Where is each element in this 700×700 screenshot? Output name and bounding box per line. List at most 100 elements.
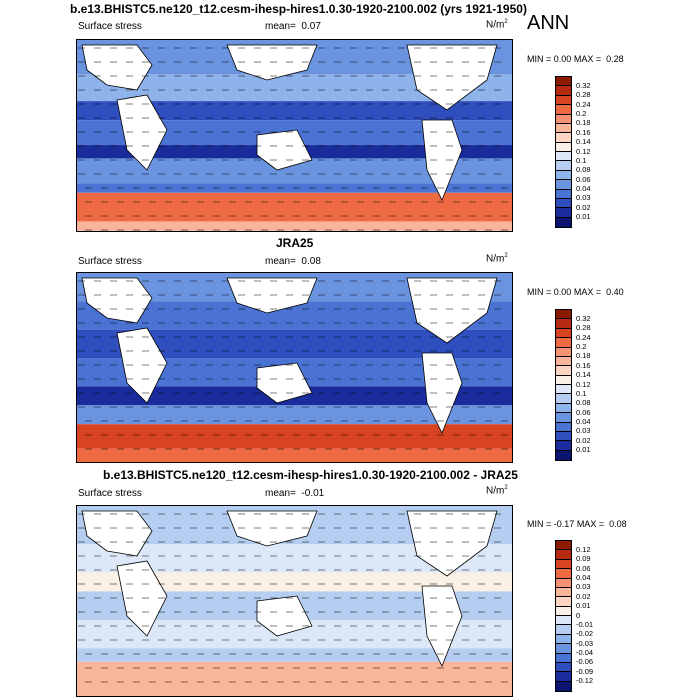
colorbar-cell [556,597,571,607]
colorbar-tick-label: 0 [576,610,581,620]
colorbar-cell [556,142,571,152]
land-outline [116,327,168,404]
colorbar-tick-label: 0.2 [576,342,587,351]
stress-band [77,101,512,121]
colorbar-cell [556,578,571,588]
colorbar-cell [556,86,571,96]
colorbar-cell [556,77,571,87]
colorbar-tick-label: -0.12 [576,676,594,686]
colorbar-cell [556,95,571,106]
colorbar-cell [556,375,571,385]
colorbar-cell [556,170,571,181]
panel-2-map-field [77,273,512,462]
land-outline [406,44,498,111]
panel-2-colorbar [555,309,572,461]
colorbar-cell [556,208,571,218]
colorbar-tick-label: -0.04 [576,648,594,657]
colorbar-tick-label: -0.06 [576,657,594,667]
colorbar-tick-label: 0.1 [576,388,587,398]
colorbar-tick-label: 0.1 [576,155,587,165]
stress-band [77,192,512,222]
colorbar-tick-label: 0.02 [576,435,591,445]
land-outline [81,510,153,557]
colorbar-cell [556,133,571,143]
colorbar-tick-label: 0.2 [576,109,587,118]
colorbar-tick-label: 0.28 [576,90,591,100]
colorbar-cell [556,672,571,682]
panel-1-title: b.e13.BHISTC5.ne120_t12.cesm-ihesp-hires… [70,2,527,16]
colorbar-tick-label: 0.04 [576,184,591,193]
colorbar-cell [556,385,571,395]
panel-1-variable-label: Surface stress [78,21,142,32]
stress-band [77,661,512,696]
panel-1-map-field [77,40,512,231]
land-outline [421,119,463,201]
colorbar-tick-label: 0.14 [576,137,591,147]
colorbar-tick-label: 0.12 [576,544,591,554]
panel-1-units: N/m2 [486,19,508,31]
colorbar-cell [556,347,571,357]
colorbar-cell [556,180,571,190]
land-outline [406,510,498,577]
colorbar-tick-label: 0.28 [576,323,591,333]
colorbar-tick-label: -0.09 [576,666,594,676]
colorbar-cell [556,644,571,654]
stress-band [77,572,512,592]
land-outline [116,94,168,171]
colorbar-cell [556,606,571,616]
colorbar-tick-label: 0.32 [576,80,591,90]
colorbar-cell [556,441,571,451]
colorbar-cell [556,394,571,404]
colorbar-tick-label: -0.02 [576,629,594,639]
colorbar-cell [556,413,571,423]
panel-3-mean: mean= -0.01 [265,488,325,499]
colorbar-cell [556,198,571,209]
colorbar-tick-label: 0.02 [576,591,591,601]
colorbar-tick-label: 0.16 [576,127,591,137]
colorbar-tick-label: 0.03 [576,582,591,592]
colorbar-cell [556,569,571,579]
panel-3-variable-label: Surface stress [78,488,142,499]
colorbar-cell [556,450,571,460]
colorbar-tick-label: 0.14 [576,370,591,380]
land-outline [226,510,318,547]
colorbar-cell [556,681,571,691]
stress-band [77,221,512,231]
colorbar-tick-label: 0.08 [576,398,591,408]
panel-1-colorbar [555,76,572,228]
colorbar-tick-label: -0.03 [576,638,594,648]
panel-2-mean: mean= 0.08 [265,256,321,267]
colorbar-tick-label: 0.18 [576,118,591,128]
colorbar-tick-label: 0.06 [576,407,591,417]
colorbar-cell [556,550,571,560]
land-outline [226,44,318,81]
colorbar-cell [556,161,571,171]
land-outline [81,277,153,324]
colorbar-cell [556,403,571,414]
season-label: ANN [527,12,570,34]
panel-2-colorbar-ticks: 0.32 0.28 0.24 0.2 0.18 0.16 0.14 0.12 0.1 0.08 0.… [576,309,636,461]
colorbar-tick-label: 0.12 [576,146,591,156]
panel-3-units: N/m2 [486,485,508,497]
colorbar-tick-label: 0.06 [576,174,591,184]
panel-3-minmax: MIN = -0.17 MAX = 0.08 [527,519,627,529]
colorbar-cell [556,431,571,442]
stress-band [77,424,512,449]
panel-2-variable-label: Surface stress [78,256,142,267]
colorbar-cell [556,634,571,645]
colorbar-cell [556,338,571,348]
colorbar-cell [556,541,571,551]
colorbar-tick-label: 0.01 [576,601,591,611]
land-outline [421,585,463,667]
stress-band [77,648,512,662]
panel-3-colorbar-ticks: 0.12 0.09 0.06 0.04 0.03 0.02 0.01 0 -0.01 -0.02-… [576,540,636,692]
panel-2-units: N/m2 [486,253,508,265]
colorbar-cell [556,217,571,227]
colorbar-tick-label: 0.24 [576,99,591,109]
stress-band [77,448,512,462]
colorbar-tick-label: 0.01 [576,212,591,222]
panel-2-map [76,272,513,463]
colorbar-cell [556,616,571,626]
colorbar-cell [556,189,571,199]
colorbar-cell [556,114,571,124]
